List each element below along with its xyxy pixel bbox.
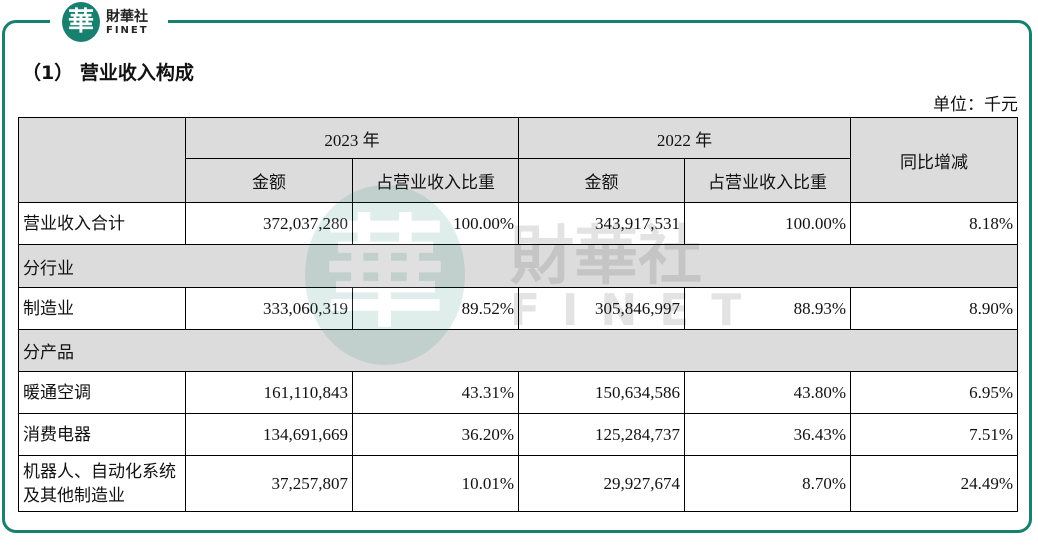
data-row: 暖通空调 161,110,843 43.31% 150,634,586 43.80% 6.… (18, 371, 1018, 414)
cell-value: 125,284,737 (518, 413, 685, 456)
logo-name: 財華社 (106, 9, 148, 25)
cell-value: 8.18% (850, 202, 1018, 245)
logo: 華 財華社 FINET (50, 0, 168, 44)
row-label: 营业收入合计 (18, 202, 186, 245)
section-row: 分行业 (18, 244, 1018, 288)
data-row: 营业收入合计 372,037,280 100.00% 343,917,531 100.0… (18, 202, 1018, 245)
cell-value: 10.01% (352, 455, 519, 512)
data-row: 机器人、自动化系统及其他制造业 37,257,807 10.01% 29,927,67… (18, 455, 1018, 512)
cell-value: 37,257,807 (185, 455, 353, 512)
data-row: 制造业 333,060,319 89.52% 305,846,997 88.93% 8.9… (18, 287, 1018, 330)
section-label: 分产品 (18, 329, 1018, 372)
cell-value: 7.51% (850, 413, 1018, 456)
sub-header: 金额 (185, 158, 353, 203)
cell-value: 8.90% (850, 287, 1018, 330)
cell-value: 36.43% (684, 413, 851, 456)
year-header: 2023 年 (185, 117, 519, 159)
cell-value: 8.70% (684, 455, 851, 512)
cell-value: 161,110,843 (185, 371, 353, 414)
cell-value: 6.95% (850, 371, 1018, 414)
row-label: 暖通空调 (18, 371, 186, 414)
corner-cell (18, 117, 186, 203)
cell-value: 43.80% (684, 371, 851, 414)
header-row: 2023 年 2022 年 同比增减 (18, 117, 1018, 203)
cell-value: 24.49% (850, 455, 1018, 512)
cell-value: 100.00% (684, 202, 851, 245)
cell-value: 150,634,586 (518, 371, 685, 414)
cell-value: 134,691,669 (185, 413, 353, 456)
table-body: 2023 年 2022 年 同比增减 金额 占营业收入比重 金额 占营业收入比重… (18, 117, 1018, 512)
sub-header: 占营业收入比重 (352, 158, 519, 203)
row-label: 制造业 (18, 287, 186, 330)
row-label: 机器人、自动化系统及其他制造业 (18, 455, 186, 512)
cell-value: 29,927,674 (518, 455, 685, 512)
section-row: 分产品 (18, 329, 1018, 372)
frame (2, 20, 1032, 533)
logo-mark: 華 (62, 2, 100, 42)
change-header: 同比增减 (850, 117, 1018, 203)
section-label: 分行业 (18, 244, 1018, 288)
revenue-table: 2023 年 2022 年 同比增减 金额 占营业收入比重 金额 占营业收入比重… (18, 117, 1018, 512)
cell-value: 100.00% (352, 202, 519, 245)
data-row: 消费电器 134,691,669 36.20% 125,284,737 36.43% 7.… (18, 413, 1018, 456)
header-row: 金额 占营业收入比重 金额 占营业收入比重 (19, 158, 1018, 203)
cell-value: 89.52% (352, 287, 519, 330)
cell-value: 88.93% (684, 287, 851, 330)
cell-value: 372,037,280 (185, 202, 353, 245)
cell-value: 43.31% (352, 371, 519, 414)
logo-sub: FINET (106, 25, 149, 36)
unit: 单位：千元 (933, 95, 1018, 114)
cell-value: 343,917,531 (518, 202, 685, 245)
heading: （1） 营业收入构成 (22, 62, 194, 84)
sub-header: 占营业收入比重 (684, 158, 851, 203)
cell-value: 305,846,997 (518, 287, 685, 330)
cell-value: 36.20% (352, 413, 519, 456)
cell-value: 333,060,319 (185, 287, 353, 330)
row-label: 消费电器 (18, 413, 186, 456)
sub-header: 金额 (518, 158, 685, 203)
year-header: 2022 年 (518, 117, 851, 159)
